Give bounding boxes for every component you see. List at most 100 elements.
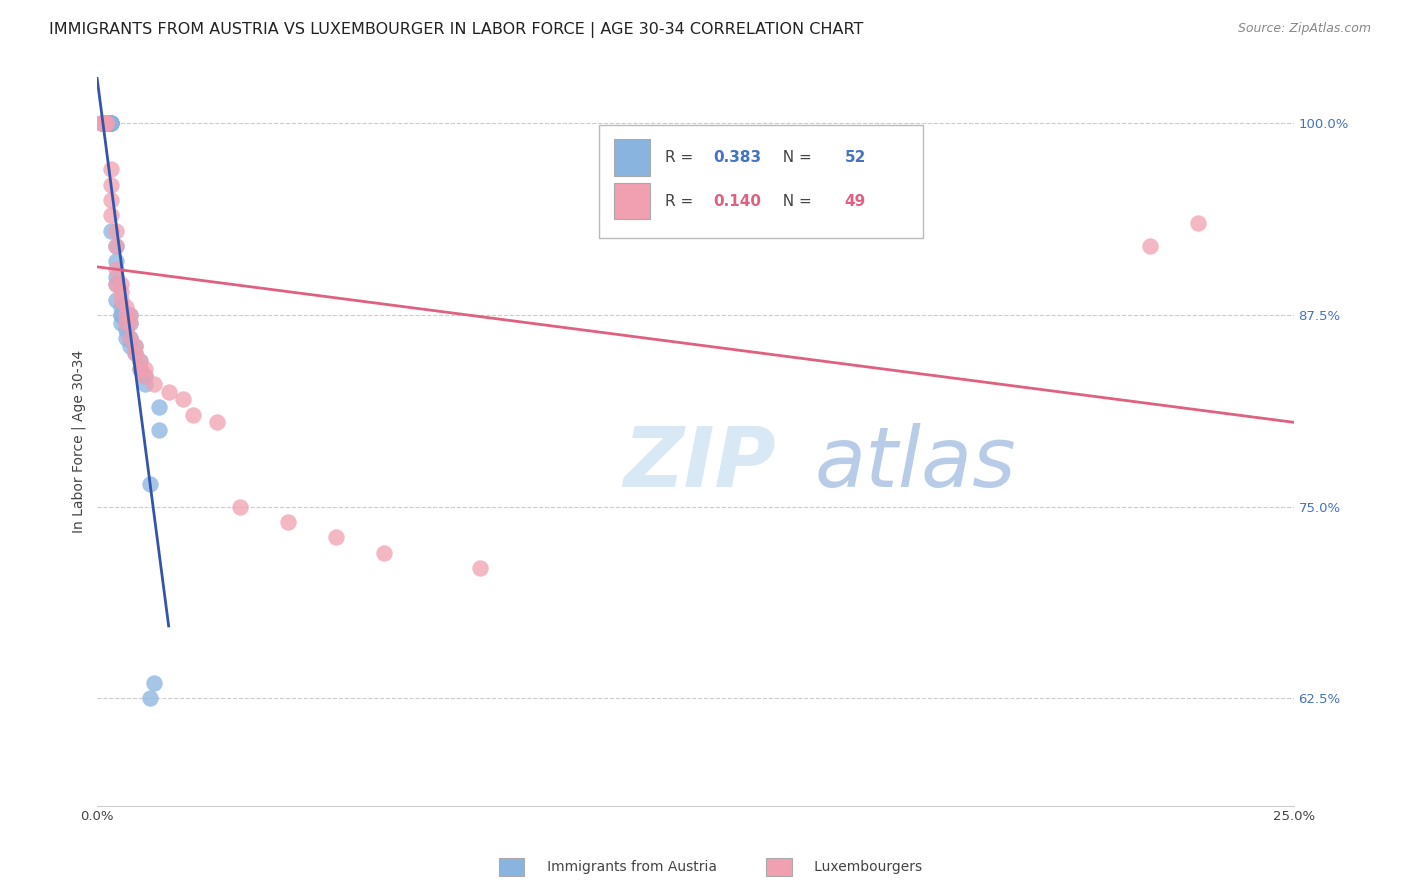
Point — [129, 354, 152, 368]
Point — [468, 561, 491, 575]
Text: IMMIGRANTS FROM AUSTRIA VS LUXEMBOURGER IN LABOR FORCE | AGE 30-34 CORRELATION C: IMMIGRANTS FROM AUSTRIA VS LUXEMBOURGER … — [49, 22, 863, 38]
Point — [229, 500, 252, 514]
Point — [90, 116, 112, 130]
Point — [134, 361, 156, 376]
Point — [120, 331, 142, 345]
Text: 0.140: 0.140 — [713, 194, 761, 209]
Point — [105, 254, 128, 268]
Point — [120, 308, 142, 322]
Point — [96, 116, 118, 130]
Point — [110, 293, 132, 307]
Point — [143, 377, 166, 392]
Text: Luxembourgers: Luxembourgers — [801, 860, 922, 874]
Point — [124, 339, 146, 353]
Point — [90, 116, 112, 130]
Point — [105, 293, 128, 307]
Point — [124, 346, 146, 360]
Point — [100, 116, 122, 130]
Point — [143, 676, 166, 690]
Point — [120, 316, 142, 330]
Point — [96, 116, 118, 130]
Point — [90, 116, 112, 130]
Point — [90, 116, 112, 130]
Point — [105, 239, 128, 253]
Point — [105, 239, 128, 253]
Point — [90, 116, 112, 130]
Point — [129, 361, 152, 376]
Point — [100, 116, 122, 130]
Point — [105, 277, 128, 292]
Point — [114, 316, 136, 330]
Point — [96, 116, 118, 130]
Point — [105, 277, 128, 292]
Point — [90, 116, 112, 130]
Text: N =: N = — [773, 150, 817, 165]
Point — [181, 408, 204, 422]
Point — [148, 400, 170, 414]
Point — [148, 423, 170, 437]
Point — [277, 515, 299, 529]
Point — [120, 308, 142, 322]
Point — [110, 308, 132, 322]
Point — [138, 476, 160, 491]
Y-axis label: In Labor Force | Age 30-34: In Labor Force | Age 30-34 — [72, 350, 86, 533]
Point — [110, 308, 132, 322]
Text: Source: ZipAtlas.com: Source: ZipAtlas.com — [1237, 22, 1371, 36]
Point — [325, 530, 347, 544]
Point — [96, 116, 118, 130]
Point — [114, 316, 136, 330]
Point — [114, 323, 136, 337]
Point — [90, 116, 112, 130]
Point — [90, 116, 112, 130]
Point — [129, 354, 152, 368]
Point — [100, 193, 122, 207]
FancyBboxPatch shape — [599, 125, 922, 237]
Point — [90, 116, 112, 130]
Point — [90, 116, 112, 130]
Point — [373, 546, 395, 560]
Point — [90, 116, 112, 130]
Point — [1187, 216, 1209, 230]
Point — [114, 331, 136, 345]
Point — [100, 224, 122, 238]
Point — [124, 346, 146, 360]
Point — [129, 361, 152, 376]
Point — [157, 384, 180, 399]
FancyBboxPatch shape — [614, 139, 650, 176]
Text: Immigrants from Austria: Immigrants from Austria — [534, 860, 717, 874]
Point — [90, 116, 112, 130]
Point — [96, 116, 118, 130]
Point — [96, 116, 118, 130]
Point — [110, 285, 132, 299]
Point — [205, 416, 228, 430]
Point — [100, 116, 122, 130]
Point — [100, 116, 122, 130]
Point — [114, 301, 136, 315]
Point — [90, 116, 112, 130]
Point — [90, 116, 112, 130]
Point — [110, 277, 132, 292]
Point — [100, 162, 122, 177]
Point — [96, 116, 118, 130]
Point — [120, 331, 142, 345]
Text: 0.383: 0.383 — [713, 150, 761, 165]
Point — [100, 116, 122, 130]
Text: 49: 49 — [845, 194, 866, 209]
Point — [110, 301, 132, 315]
Text: R =: R = — [665, 194, 699, 209]
Text: 52: 52 — [845, 150, 866, 165]
Point — [90, 116, 112, 130]
Point — [90, 116, 112, 130]
Point — [90, 116, 112, 130]
Point — [100, 208, 122, 222]
Text: ZIP: ZIP — [623, 423, 776, 504]
Point — [172, 392, 194, 407]
Point — [105, 262, 128, 277]
Point — [138, 691, 160, 706]
Point — [134, 377, 156, 392]
Point — [96, 116, 118, 130]
Point — [134, 369, 156, 384]
Point — [96, 116, 118, 130]
Point — [96, 116, 118, 130]
Point — [96, 116, 118, 130]
